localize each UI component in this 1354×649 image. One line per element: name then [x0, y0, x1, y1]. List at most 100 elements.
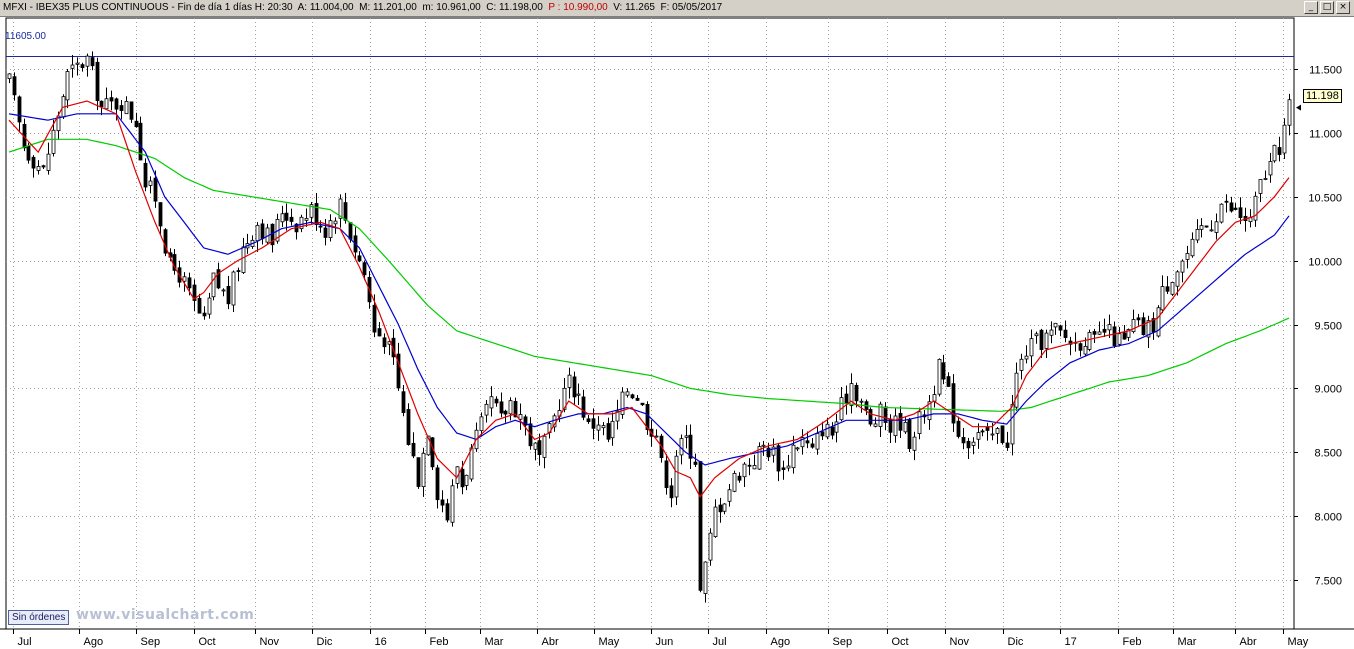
candle-body: [1277, 147, 1282, 155]
candle-body: [742, 463, 747, 478]
candle-body: [1014, 372, 1019, 408]
x-tick-label: 16: [375, 636, 387, 648]
candle-body: [917, 411, 922, 434]
candle-body: [1175, 271, 1180, 287]
candle-body: [1039, 329, 1044, 350]
candle-body: [941, 362, 946, 380]
candle-body: [795, 447, 800, 450]
candle-body: [893, 415, 898, 437]
candle-body: [1019, 358, 1024, 371]
candle-body: [430, 437, 435, 468]
candle-body: [907, 419, 912, 450]
candle-body: [1156, 307, 1161, 337]
candle-body: [854, 384, 859, 402]
candle-body: [255, 224, 260, 242]
window-titlebar: MFXI - IBEX35 PLUS CONTINUOUS - Fin de d…: [0, 0, 1354, 17]
candle-body: [1233, 207, 1238, 210]
candle-body: [664, 460, 669, 489]
candle-body: [411, 442, 416, 457]
candle-body: [416, 457, 421, 487]
candle-body: [898, 413, 903, 431]
candle-body: [182, 276, 187, 282]
candle-body: [581, 396, 586, 418]
candle-body: [260, 223, 265, 240]
candle-body: [314, 203, 319, 225]
candle-body: [586, 418, 591, 423]
candle-body: [464, 474, 469, 486]
candle-body: [693, 461, 698, 465]
candle-body: [304, 218, 309, 221]
candle-body: [1190, 238, 1195, 257]
candle-body: [601, 425, 606, 429]
candle-body: [800, 437, 805, 448]
candle-body: [815, 433, 820, 450]
y-tick-label: 7.500: [1314, 576, 1342, 588]
candle-body: [333, 220, 338, 225]
candle-body: [508, 400, 513, 415]
header-date: F: 05/05/2017: [660, 2, 723, 13]
candle-body: [362, 262, 367, 276]
candle-body: [90, 57, 95, 67]
candle-body: [396, 353, 401, 389]
y-tick-label: 9.500: [1314, 321, 1342, 333]
minimize-button[interactable]: _: [1304, 1, 1318, 14]
candle-body: [630, 394, 635, 399]
candle-body: [114, 98, 119, 110]
header-low: m: 10.961,00: [422, 2, 481, 13]
candle-body: [1229, 202, 1234, 212]
candle-body: [489, 396, 494, 409]
x-tick-label: Mar: [485, 636, 504, 648]
candle-body: [85, 55, 90, 67]
candle-body: [309, 204, 314, 218]
x-tick-label: Oct: [199, 636, 216, 648]
candle-body: [1024, 355, 1029, 360]
candle-body: [572, 376, 577, 398]
candle-body: [761, 444, 766, 447]
candle-body: [771, 446, 776, 456]
candle-body: [995, 428, 1000, 434]
candle-body: [187, 277, 192, 289]
candle-body: [669, 485, 674, 499]
x-tick-label: Feb: [1123, 636, 1142, 648]
candle-body: [888, 418, 893, 433]
plot-area: [5, 17, 1295, 630]
candle-body: [197, 297, 202, 314]
candle-body: [927, 401, 932, 421]
candle-body: [834, 421, 839, 433]
orders-badge[interactable]: Sin órdenes: [8, 610, 70, 625]
candle-body: [1160, 286, 1165, 311]
candle-body: [65, 71, 70, 101]
candle-body: [606, 423, 611, 440]
candle-body: [747, 464, 752, 467]
candle-body: [163, 229, 168, 254]
y-tick-label: 11.500: [1309, 65, 1342, 77]
candle-body: [284, 212, 289, 221]
candle-body: [75, 62, 80, 65]
header-timeframe: Fin de día 1 días: [177, 2, 252, 13]
maximize-button[interactable]: □: [1320, 1, 1334, 14]
candle-body: [299, 216, 304, 230]
candle-body: [912, 436, 917, 451]
x-tick-label: Ago: [84, 636, 104, 648]
candle-body: [124, 101, 129, 115]
candle-body: [7, 73, 12, 80]
candle-body: [1146, 320, 1151, 338]
candle-body: [104, 98, 109, 110]
x-tick-label: Mar: [1178, 636, 1197, 648]
candle-body: [1029, 338, 1034, 357]
candle-body: [615, 410, 620, 422]
candle-body: [708, 532, 713, 561]
candle-body: [873, 423, 878, 427]
candle-body: [241, 246, 246, 273]
candle-body: [1195, 229, 1200, 241]
candle-body: [985, 427, 990, 431]
candle-body: [435, 467, 440, 501]
candle-body: [426, 435, 431, 456]
close-button[interactable]: ×: [1336, 1, 1350, 14]
candle-body: [236, 270, 241, 272]
candle-body: [1034, 333, 1039, 337]
candle-body: [211, 272, 216, 298]
header-open: A: 11.004,00: [297, 2, 354, 13]
candle-body: [786, 465, 791, 469]
